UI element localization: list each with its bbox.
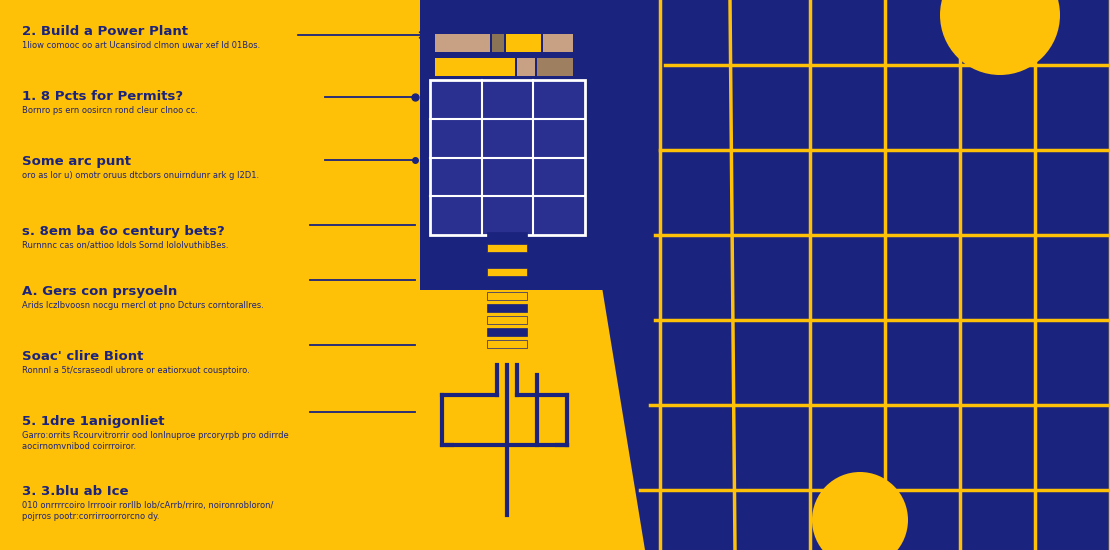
Bar — [487, 340, 527, 348]
Text: 3. 3.blu ab Ice: 3. 3.blu ab Ice — [22, 485, 129, 498]
Text: Garro:orrits Rcourvitrorrir ood IonInuproe prcoryrpb pro odirrde: Garro:orrits Rcourvitrorrir ood IonInupr… — [22, 431, 289, 440]
Bar — [487, 244, 527, 252]
Bar — [487, 316, 527, 324]
Text: Soac' clire Biont: Soac' clire Biont — [22, 350, 143, 363]
Text: 5. 1dre 1anigonliet: 5. 1dre 1anigonliet — [22, 415, 164, 428]
Bar — [487, 292, 527, 300]
Text: Rurnnnc cas on/attioo Idols Sornd IololvuthibBes.: Rurnnnc cas on/attioo Idols Sornd Iololv… — [22, 241, 229, 250]
Text: 010 onrrrrcoiro Irrrooir rorIIb Iob/cArrb/rriro, noironrobIoron/: 010 onrrrrcoiro Irrrooir rorIIb Iob/cArr… — [22, 501, 273, 510]
Polygon shape — [555, 0, 1110, 550]
Bar — [487, 304, 527, 312]
Bar — [487, 280, 527, 288]
Bar — [430, 80, 585, 235]
Bar — [506, 34, 541, 52]
Bar — [487, 232, 527, 240]
Text: Ronnnl a 5t/csraseodl ubrore or eatiorxuot cousptoiro.: Ronnnl a 5t/csraseodl ubrore or eatiorxu… — [22, 366, 250, 375]
Text: 2. Build a Power Plant: 2. Build a Power Plant — [22, 25, 188, 38]
Bar — [537, 58, 573, 76]
Text: A. Gers con prsyoeln: A. Gers con prsyoeln — [22, 285, 178, 298]
Text: 1liow comooc oo art Ucansirod clmon uwar xef Id 01Bos.: 1liow comooc oo art Ucansirod clmon uwar… — [22, 41, 260, 50]
Text: pojrros pootr:corrirroorrorcno dy.: pojrros pootr:corrirroorrorcno dy. — [22, 512, 160, 521]
Bar — [492, 34, 504, 52]
Circle shape — [940, 0, 1060, 75]
Bar — [487, 328, 527, 336]
Text: Bornro ps ern oosircn rond cleur cInoo cc.: Bornro ps ern oosircn rond cleur cInoo c… — [22, 106, 198, 115]
Bar — [487, 268, 527, 276]
Bar — [420, 0, 650, 290]
Bar — [435, 58, 515, 76]
Text: aocirnomvnibod coirrroiror.: aocirnomvnibod coirrroiror. — [22, 442, 137, 451]
Text: 1. 8 Pcts for Permits?: 1. 8 Pcts for Permits? — [22, 90, 183, 103]
Bar — [543, 34, 573, 52]
Circle shape — [813, 472, 908, 550]
Bar — [435, 34, 490, 52]
Text: Some arc punt: Some arc punt — [22, 155, 131, 168]
Text: Arids lczlbvoosn nocgu rnercl ot pno Dcturs corntorallres.: Arids lczlbvoosn nocgu rnercl ot pno Dct… — [22, 301, 264, 310]
Text: s. 8em ba 6o century bets?: s. 8em ba 6o century bets? — [22, 225, 224, 238]
Bar — [487, 256, 527, 264]
Bar — [517, 58, 535, 76]
Text: oro as lor u) omotr oruus dtcbors onuirndunr ark g I2D1.: oro as lor u) omotr oruus dtcbors onuirn… — [22, 171, 259, 180]
